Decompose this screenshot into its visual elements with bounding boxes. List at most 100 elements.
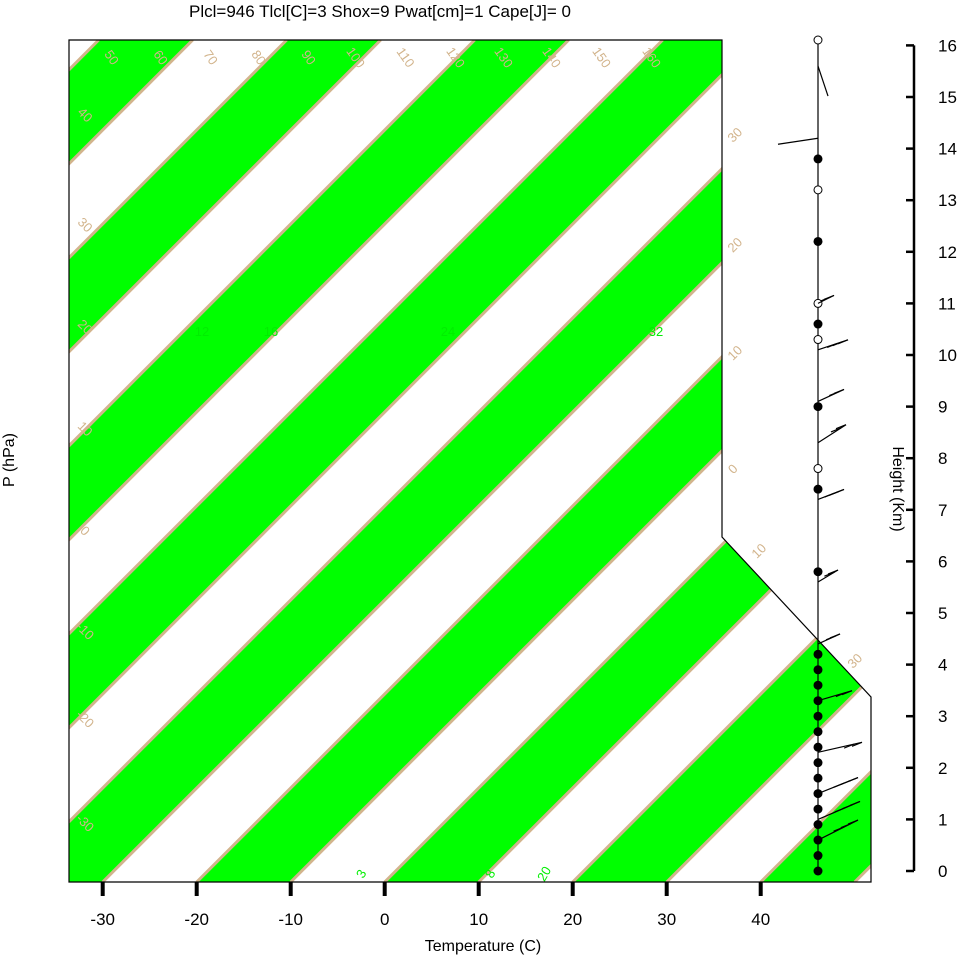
wind-barb-flag [827,569,839,575]
wind-level-dot [813,185,823,195]
height-tick-label: 0 [938,862,947,881]
wind-barb-flag [847,819,859,825]
wind-level-dot [813,649,823,659]
wind-barb-flag [826,342,838,348]
isotherm-label: 20 [724,234,745,255]
wind-level-dot [813,464,823,474]
wind-level-dot [813,567,823,577]
dry-adiabat-label: 60 [150,47,171,67]
plot-frame [68,39,872,883]
isotherm-line [69,40,288,882]
wind-level-dot [813,665,823,675]
wind-barb [817,424,847,444]
wind-barb-flag [829,391,840,397]
x-tick-label: 10 [469,910,488,929]
mixing-ratio-label: 3 [353,867,370,881]
dry-adiabat-label: 50 [101,47,122,67]
moist-adiabat-label: 16 [264,324,278,339]
isotherm-line [69,40,758,882]
wind-level-dot [813,820,823,830]
wind-level-dot [813,773,823,783]
wind-barb [777,137,819,145]
x-tick-label: 30 [657,910,676,929]
dry-adiabat-label: 110 [394,45,418,71]
wind-barb [817,741,863,753]
wind-level-dot [813,402,823,412]
y2-axis-label: Height (Km) [889,446,906,531]
height-tick-label: 13 [938,191,957,210]
height-tick-label: 9 [938,398,947,417]
isotherm-line [949,40,961,882]
wind-barb-flag [835,691,847,698]
isotherm-label: 10 [724,342,745,363]
wind-barb-flag [830,427,842,433]
band [572,40,871,882]
isotherm-line [69,40,570,882]
wind-level-dot [813,319,823,329]
wind-barb [817,65,829,97]
wind-level-dot [813,335,823,345]
isotherm-line [69,40,476,882]
isotherm-label: 0 [725,461,741,477]
wind-barb-flag [851,741,863,747]
band [69,40,381,882]
height-tick-label: 16 [938,36,957,55]
chart-title: Plcl=946 Tlcl[C]=3 Shox=9 Pwat[cm]=1 Cap… [189,2,571,21]
isotherm-line [665,40,871,882]
x-tick-label: 0 [380,910,389,929]
mixing-ratio-label: 20 [534,864,554,884]
height-tick-label: 14 [938,140,957,159]
moist-adiabat-label: 12 [195,324,209,339]
isotherm-line [69,40,382,882]
wind-level-dot [813,154,823,164]
height-tick-label: 6 [938,552,947,571]
height-tick-label: 10 [938,346,957,365]
height-tick-label: 1 [938,810,947,829]
dry-adiabat-label: 80 [248,47,269,67]
wind-barb-flag [843,743,855,749]
wind-barb-flag [840,823,852,829]
wind-barb-flag [834,807,846,813]
moist-adiabat-label: 32 [649,324,663,339]
isotherm-line [69,40,664,882]
wind-barb-flag [833,826,844,832]
x-axis-label: Temperature (C) [425,938,541,955]
band [69,40,757,882]
band [69,40,569,882]
axes: 1001502002503004005007008501000-30-20-10… [90,36,957,929]
isotherm-line [477,40,871,882]
x-tick-label: -20 [184,910,209,929]
wind-barb-flag [820,296,832,302]
wind-level-dot [813,727,823,737]
wind-barb-flag [835,424,847,430]
wind-level-dot [813,804,823,814]
x-tick-label: -30 [90,910,115,929]
wind-level-dot [813,742,823,752]
wind-barb-flag [824,492,835,498]
wind-level-dot [813,866,823,876]
height-tick-label: 3 [938,707,947,726]
wind-level-dot [813,236,823,246]
isotherm-line [289,40,871,882]
isotherm-line [571,40,871,882]
wind-barb [817,569,839,583]
x-tick-label: 40 [751,910,770,929]
height-tick-label: 11 [938,294,956,313]
wind-level-dot [813,35,823,45]
isotherm-label: 30 [844,650,865,671]
wind-level-dot [813,758,823,768]
wind-profile [777,35,863,876]
dry-adiabat-label: 90 [298,47,319,67]
x-tick-label: 20 [563,910,582,929]
isotherm-label: 10 [748,540,769,561]
wind-level-dot [813,484,823,494]
y-axis-label: P (hPa) [1,433,18,487]
wind-barb-flag [824,571,835,577]
wind-level-dot [813,851,823,861]
wind-barb-flag [825,635,837,641]
isotherm-line [69,40,852,882]
wind-barb-flag [841,690,853,696]
height-tick-label: 2 [938,759,947,778]
wind-barb-flag [833,782,844,788]
